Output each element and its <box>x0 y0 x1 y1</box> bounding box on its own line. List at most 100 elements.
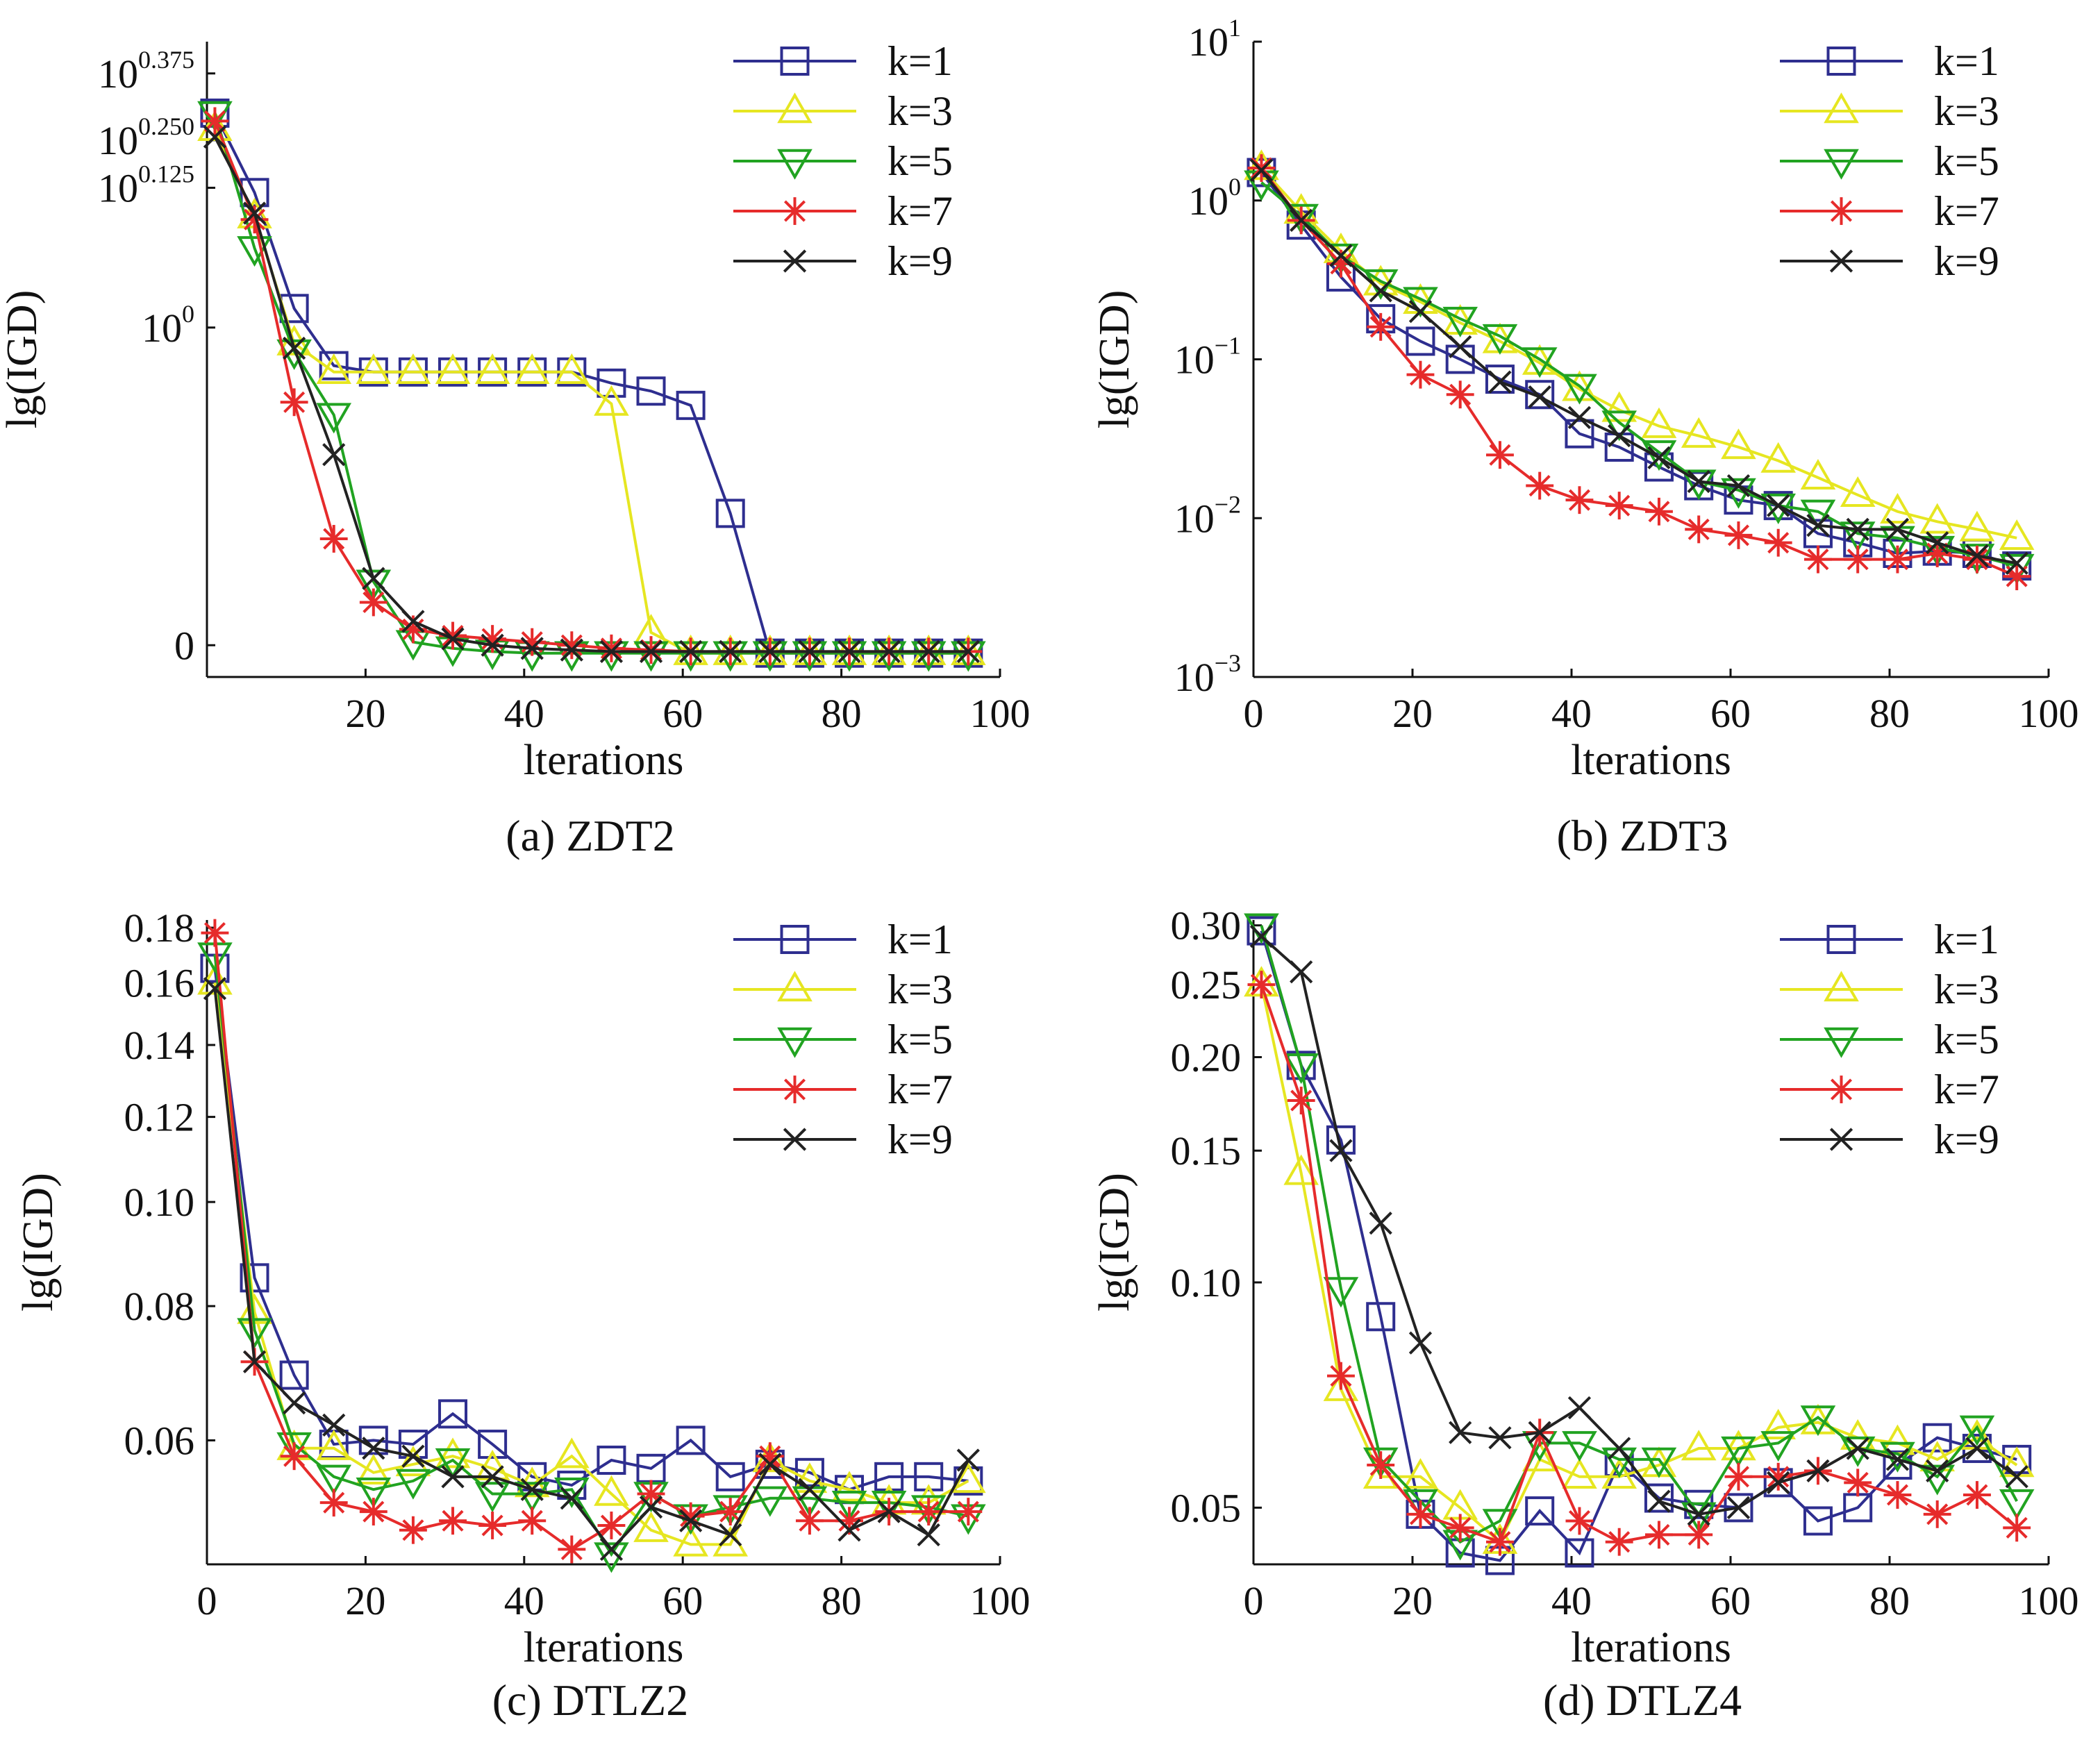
series-line <box>1260 167 2017 539</box>
data-point <box>1800 1403 1836 1434</box>
data-point <box>1449 1421 1472 1444</box>
data-point <box>322 1413 346 1437</box>
y-tick-base: 10 <box>1174 496 1215 541</box>
data-point <box>280 388 308 417</box>
data-point <box>560 1487 583 1510</box>
data-point <box>240 1263 269 1293</box>
data-point <box>1249 158 1274 182</box>
data-point <box>1885 1448 1910 1471</box>
y-tick-exponent: −2 <box>1215 490 1241 518</box>
data-point <box>679 639 703 664</box>
data-point <box>1959 1415 1995 1446</box>
y-tick-label: 0.30 <box>1171 903 1242 948</box>
data-point <box>1800 1405 1836 1437</box>
data-point <box>1562 1431 1597 1462</box>
y-tick-label: 100 <box>142 300 194 351</box>
x-tick-label: 80 <box>822 1578 862 1623</box>
data-point <box>831 1471 867 1502</box>
data-point <box>1525 380 1555 410</box>
data-point <box>1681 1502 1717 1533</box>
legend-item: k=3 <box>733 967 953 1012</box>
y-tick-label: 0.14 <box>124 1023 195 1068</box>
series-line <box>213 968 969 1491</box>
legend-marker <box>783 249 807 273</box>
data-point <box>1721 1430 1756 1461</box>
legend-marker <box>780 925 810 954</box>
data-point <box>636 376 666 406</box>
legend-item: k=1 <box>733 38 953 84</box>
legend-item: k=3 <box>1780 88 1999 134</box>
y-tick-label: 10−1 <box>1174 332 1241 383</box>
data-point <box>441 627 465 651</box>
legend-label: k=9 <box>888 1116 953 1162</box>
legend-marker <box>777 92 812 124</box>
series-k3 <box>197 964 986 1557</box>
data-point <box>435 353 471 384</box>
data-point <box>917 639 940 664</box>
data-point <box>1681 1430 1717 1461</box>
y-tick-label: 100.250 <box>98 112 194 163</box>
data-point <box>1806 514 1830 537</box>
data-point <box>356 1478 392 1509</box>
data-point <box>478 1512 507 1539</box>
legend-label: k=1 <box>1934 38 1999 84</box>
data-point <box>1840 476 1876 508</box>
data-point <box>1486 1528 1514 1556</box>
data-point <box>514 353 550 384</box>
data-point <box>594 1475 629 1506</box>
data-point <box>1844 1469 1872 1497</box>
data-point <box>1601 1457 1638 1489</box>
legend-item: k=7 <box>1780 1066 1999 1112</box>
legend-item: k=9 <box>733 1116 953 1162</box>
data-point <box>1681 417 1717 448</box>
data-point <box>438 1399 468 1429</box>
data-point <box>1645 1521 1673 1549</box>
data-point <box>1641 407 1677 438</box>
data-point <box>1247 154 1276 183</box>
data-point <box>395 1469 431 1500</box>
legend-item: k=3 <box>1780 967 1999 1012</box>
legend-item: k=5 <box>733 138 953 184</box>
data-point <box>874 1462 904 1491</box>
legend-marker <box>1829 1128 1853 1151</box>
y-tick-label: 0.25 <box>1171 962 1242 1007</box>
data-point <box>1329 1139 1353 1162</box>
legend-label: k=9 <box>888 238 953 284</box>
legend-marker <box>777 1027 812 1058</box>
y-tick-label: 0.15 <box>1171 1128 1242 1173</box>
data-point <box>280 1442 308 1471</box>
series-line <box>1260 935 2018 1516</box>
data-point <box>237 1318 272 1349</box>
data-point <box>401 610 425 633</box>
series-k7 <box>201 919 983 1564</box>
series-line <box>213 136 969 653</box>
data-point <box>1685 1521 1713 1549</box>
legend: k=1 k=3 k=5k=7k=9 <box>1780 917 1999 1162</box>
data-point <box>1567 1396 1592 1420</box>
legend-marker <box>780 47 810 76</box>
series-line <box>213 982 969 1546</box>
data-point <box>917 1523 940 1547</box>
series-k9 <box>203 977 980 1562</box>
data-point <box>758 1453 782 1476</box>
data-point <box>599 1537 624 1562</box>
data-point <box>1641 1447 1677 1478</box>
data-point <box>399 1516 427 1544</box>
data-point <box>1641 1446 1677 1478</box>
legend-item: k=5 <box>1780 138 1999 184</box>
series-line <box>213 112 969 655</box>
x-tick-label: 0 <box>197 1578 217 1623</box>
chart-panel-c: 0 20 40 60 80 100 0.06 0.08 0.10 0.12 0.14 0.16 0.18… <box>15 905 1031 1725</box>
x-tick-label: 40 <box>504 691 544 736</box>
legend-item: k=1 <box>1780 38 1999 84</box>
data-point <box>401 1444 425 1468</box>
data-point <box>481 1465 504 1489</box>
y-tick-exponent: 0.250 <box>138 112 194 140</box>
data-point <box>1362 265 1399 296</box>
chart-panel-a: 20 40 60 80 1000100100.125100.250100.375lter… <box>0 38 1031 860</box>
legend-marker <box>1824 1027 1859 1058</box>
data-point <box>798 639 822 664</box>
data-point <box>1442 306 1478 337</box>
data-point <box>283 1391 306 1415</box>
y-tick-label: 0.16 <box>124 960 195 1005</box>
